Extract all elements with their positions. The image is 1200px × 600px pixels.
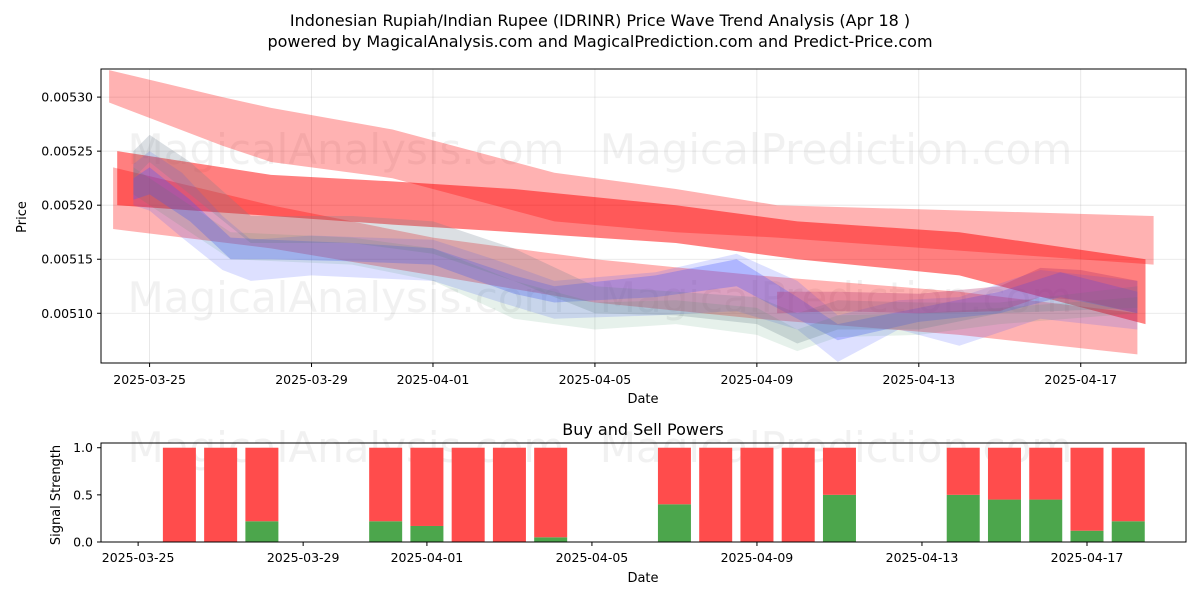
chart-title-line1: Indonesian Rupiah/Indian Rupee (IDRINR) … (290, 11, 910, 30)
top-x-tick-label: 2025-04-09 (721, 372, 794, 387)
top-x-tick-label: 2025-04-05 (559, 372, 632, 387)
buy-bar (1029, 499, 1063, 542)
sell-bar (369, 447, 403, 522)
sell-bar (657, 447, 691, 505)
purple-band (777, 267, 1138, 314)
bottom-x-tick-label: 2025-04-09 (721, 550, 794, 565)
price-wave-plot: MagicalAnalysis.com MagicalPrediction.com… (41, 68, 1187, 387)
buy-bar (822, 494, 856, 542)
sell-bar (451, 447, 485, 542)
top-axes-frame (100, 68, 1187, 364)
top-x-tick-label: 2025-04-17 (1044, 372, 1117, 387)
top-y-tick-label: 0.00520 (41, 198, 93, 213)
bottom-x-axis-label: Date (627, 571, 658, 586)
bottom-x-tick-label: 2025-03-29 (267, 550, 340, 565)
sell-bar (245, 447, 279, 522)
bottom-x-tick-label: 2025-04-05 (556, 550, 629, 565)
sell-bar (162, 447, 196, 542)
red-band-lower (113, 167, 1138, 355)
bottom-x-tick-label: 2025-04-17 (1051, 550, 1124, 565)
top-x-tick-label: 2025-04-13 (882, 372, 955, 387)
buy-bar (410, 525, 444, 542)
bottom-y-tick-label: 0.5 (73, 487, 93, 502)
top-y-tick-label: 0.00525 (41, 144, 93, 159)
buy-sell-plot: MagicalAnalysis.com MagicalPrediction.com… (73, 423, 1187, 565)
chart-title-line2: powered by MagicalAnalysis.com and Magic… (267, 32, 932, 51)
buy-bar (245, 521, 279, 542)
sell-bar (987, 447, 1021, 500)
watermark: MagicalAnalysis.com (128, 273, 565, 322)
bottom-y-axis-label: Signal Strength (49, 445, 64, 545)
bottom-chart-title: Buy and Sell Powers (562, 420, 724, 439)
top-x-tick-label: 2025-03-29 (275, 372, 348, 387)
buy-bar (1111, 521, 1145, 542)
top-y-tick-label: 0.00510 (41, 306, 93, 321)
top-x-axis-label: Date (627, 392, 658, 407)
sell-bar (204, 447, 238, 542)
wave-bands (109, 70, 1154, 362)
buy-bar (1070, 530, 1104, 542)
sell-bar (410, 447, 444, 526)
sell-bar (1029, 447, 1063, 500)
buy-bar (987, 499, 1021, 542)
bottom-y-tick-label: 0.0 (73, 535, 93, 550)
sell-bar (492, 447, 526, 542)
top-y-tick-label: 0.00515 (41, 252, 93, 267)
red-band-middle (117, 151, 1146, 325)
top-y-tick-label: 0.00530 (41, 90, 93, 105)
sell-bar (822, 447, 856, 495)
gray-band (133, 134, 1138, 344)
bottom-axes-frame (100, 442, 1187, 543)
red-band-upper (109, 70, 1154, 265)
top-x-tick-label: 2025-04-01 (397, 372, 470, 387)
buy-bar (534, 537, 568, 542)
top-x-tick-label: 2025-03-25 (113, 372, 186, 387)
bottom-y-tick-label: 1.0 (73, 440, 93, 455)
buy-bar (946, 494, 980, 542)
sell-bar (699, 447, 733, 542)
sell-bar (781, 447, 815, 542)
sell-bar (946, 447, 980, 495)
green-band (133, 167, 1138, 352)
sell-bar (1070, 447, 1104, 531)
blue-band-inner (133, 167, 1138, 341)
watermark: MagicalPrediction.com (600, 125, 1073, 174)
buy-bar (657, 504, 691, 542)
bottom-x-tick-label: 2025-03-25 (102, 550, 175, 565)
bottom-x-tick-label: 2025-04-13 (886, 550, 959, 565)
sell-bar (1111, 447, 1145, 522)
buy-bar (369, 521, 403, 542)
bottom-x-tick-label: 2025-04-01 (391, 550, 464, 565)
blue-band-outer (133, 151, 1138, 362)
watermark: MagicalAnalysis.com (128, 423, 565, 472)
top-y-axis-label: Price (15, 201, 30, 233)
sell-bar (534, 447, 568, 538)
sell-bar (740, 447, 774, 542)
